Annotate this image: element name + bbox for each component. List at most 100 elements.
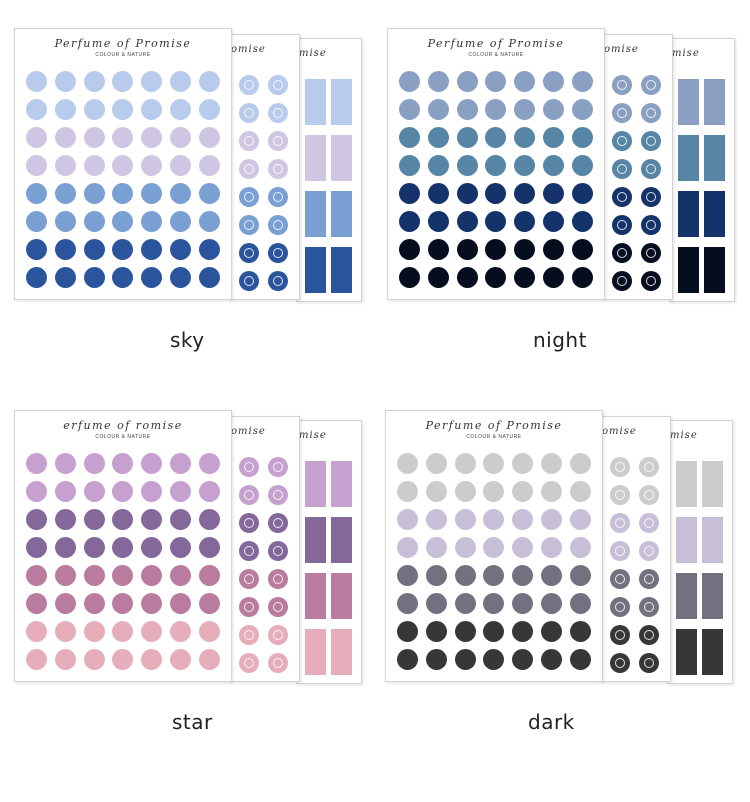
dot-sticker xyxy=(397,593,418,614)
ring-dot-sticker xyxy=(239,597,259,617)
dot-sticker xyxy=(397,453,418,474)
rect-sticker xyxy=(678,191,699,237)
dot-sticker xyxy=(198,239,220,260)
dot-sticker xyxy=(83,127,105,148)
sheet-brand-fragment: omise xyxy=(231,44,266,55)
ring-dot-sticker xyxy=(639,457,659,477)
dot-sticker xyxy=(456,267,478,288)
dot-sticker xyxy=(26,621,47,642)
dot-sticker xyxy=(83,453,105,474)
dot-sticker xyxy=(112,565,134,586)
rect-sticker xyxy=(704,191,725,237)
dot-sticker xyxy=(397,649,418,670)
dot-sticker xyxy=(112,183,134,204)
dot-sticker xyxy=(454,621,476,642)
brand-title: Perfume of Promise xyxy=(54,37,192,50)
dot-sticker xyxy=(141,481,163,502)
dot-sticker xyxy=(456,127,478,148)
dot-sticker xyxy=(198,71,220,92)
dot-sticker xyxy=(454,481,476,502)
rect-sticker xyxy=(331,247,352,293)
dot-sticker xyxy=(170,481,191,502)
dot-sticker xyxy=(427,211,449,232)
dot-sticker xyxy=(454,593,476,614)
rect-sticker xyxy=(305,517,326,563)
ring-dot-sticker xyxy=(239,485,259,505)
dot-sticker xyxy=(26,267,47,288)
rect-sticker xyxy=(702,573,723,619)
dot-sticker xyxy=(425,593,447,614)
dot-sticker xyxy=(26,649,47,670)
rect-sticker xyxy=(678,247,699,293)
rect-sticker xyxy=(702,461,723,507)
ring-dot-sticker xyxy=(639,513,659,533)
ring-dot-sticker xyxy=(612,131,632,151)
ring-sticker-sheet: omise xyxy=(599,416,671,682)
rect-sticker xyxy=(678,79,699,125)
dot-sticker xyxy=(141,621,163,642)
ring-dot-sticker xyxy=(268,653,288,673)
ring-dot-sticker xyxy=(612,103,632,123)
ring-dot-sticker xyxy=(239,159,259,179)
sheet-brand-fragment: omise xyxy=(602,426,637,437)
brand-subtitle: COLOUR & NATURE xyxy=(95,52,151,58)
dot-sticker xyxy=(485,239,507,260)
dot-sticker xyxy=(112,211,134,232)
sticker-sheet-night: mise omise Perfume of Promise COLOUR & NATU… xyxy=(387,28,735,308)
dot-sticker xyxy=(141,267,163,288)
dot-sticker xyxy=(569,453,591,474)
dot-sticker xyxy=(83,621,105,642)
dot-sticker xyxy=(83,99,105,120)
ring-dot-sticker xyxy=(268,75,288,95)
dot-sticker xyxy=(399,99,420,120)
ring-dot-sticker xyxy=(268,215,288,235)
ring-dot-sticker xyxy=(612,159,632,179)
dot-sticker xyxy=(427,155,449,176)
ring-dot-sticker xyxy=(268,103,288,123)
dot-sticker xyxy=(456,239,478,260)
dot-sticker xyxy=(397,565,418,586)
dot-sticker xyxy=(541,621,562,642)
dot-sticker xyxy=(483,509,505,530)
ring-dot-sticker xyxy=(610,653,630,673)
rect-sticker xyxy=(305,191,326,237)
sheet-brand-fragment: mise xyxy=(299,48,327,59)
dot-sticker xyxy=(425,565,447,586)
dot-sticker xyxy=(170,127,191,148)
dot-sticker xyxy=(170,453,191,474)
dot-sticker xyxy=(514,183,536,204)
dot-sticker xyxy=(397,481,418,502)
dot-sticker xyxy=(397,621,418,642)
dot-sticker xyxy=(26,453,47,474)
dot-sticker xyxy=(83,593,105,614)
dot-sticker xyxy=(26,71,47,92)
rect-sticker xyxy=(676,461,697,507)
ring-dot-sticker xyxy=(610,541,630,561)
dot-sticker xyxy=(26,593,47,614)
dot-sticker xyxy=(541,481,562,502)
dot-sticker xyxy=(141,239,163,260)
dot-sticker xyxy=(141,537,163,558)
dot-sticker xyxy=(397,509,418,530)
label-night: night xyxy=(533,328,587,352)
dot-sticker xyxy=(543,239,564,260)
dot-sticker xyxy=(425,481,447,502)
dot-sticker xyxy=(112,127,134,148)
ring-dot-sticker xyxy=(239,215,259,235)
dot-sticker xyxy=(54,267,76,288)
dot-sticker xyxy=(54,565,76,586)
ring-sticker-sheet: omise xyxy=(228,416,300,682)
rect-sticker xyxy=(305,247,326,293)
ring-dot-sticker xyxy=(239,513,259,533)
rect-sticker xyxy=(331,79,352,125)
sheet-brand-fragment: omise xyxy=(604,44,639,55)
dot-sticker xyxy=(569,593,591,614)
dot-sticker xyxy=(83,71,105,92)
dot-sticker-sheet: Perfume of Promise COLOUR & NATURE xyxy=(14,28,232,300)
dot-sticker xyxy=(483,537,505,558)
dot-sticker xyxy=(54,183,76,204)
dot-sticker xyxy=(512,649,534,670)
dot-sticker xyxy=(112,71,134,92)
dot-sticker-sheet: erfume of romise COLOUR & NATURE xyxy=(14,410,232,682)
dot-sticker xyxy=(141,71,163,92)
